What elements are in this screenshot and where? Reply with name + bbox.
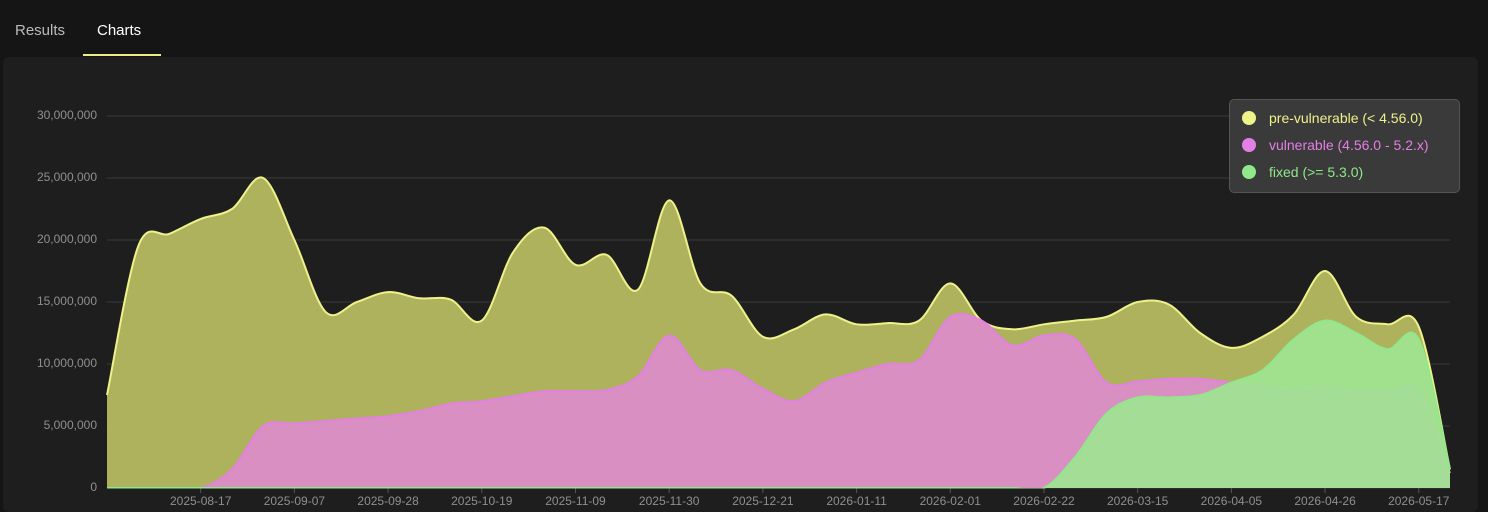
- x-tick-label: 2026-01-11: [826, 494, 887, 508]
- x-tick-label: 2025-11-30: [639, 494, 700, 508]
- tab[interactable]: Results: [15, 22, 66, 39]
- legend-label: fixed (>= 5.3.0): [1269, 164, 1364, 180]
- area-line: [107, 319, 1451, 489]
- legend-swatch: [1242, 165, 1256, 179]
- legend: pre-vulnerable (< 4.56.0) vulnerable (4.5…: [1229, 99, 1460, 193]
- x-tick-label: 2025-08-17: [170, 494, 232, 508]
- area-line: [106, 176, 1451, 470]
- x-tick-label: 2025-10-19: [451, 494, 513, 508]
- active-tab-indicator: [83, 54, 161, 56]
- x-tick-label: 2026-04-26: [1294, 494, 1356, 508]
- x-tick-label: 2026-05-17: [1388, 494, 1450, 508]
- y-tick-label: 15,000,000: [37, 294, 97, 308]
- legend-label: pre-vulnerable (< 4.56.0): [1269, 110, 1423, 126]
- x-tick-label: 2025-12-21: [732, 494, 794, 508]
- x-tick-label: 2025-09-07: [264, 494, 326, 508]
- x-tick-label: 2025-11-09: [545, 494, 606, 508]
- y-tick-label: 5,000,000: [44, 418, 98, 432]
- y-tick-label: 25,000,000: [37, 170, 97, 184]
- x-tick-label: 2026-02-01: [920, 494, 982, 508]
- x-tick-label: 2026-02-22: [1013, 494, 1075, 508]
- legend-swatch: [1242, 138, 1256, 152]
- x-tick-label: 2026-03-15: [1107, 494, 1169, 508]
- legend-label: vulnerable (4.56.0 - 5.2.x): [1269, 137, 1429, 153]
- x-tick-label: 2026-04-05: [1201, 494, 1263, 508]
- y-tick-label: 0: [90, 480, 97, 494]
- tab-bar: Results Charts: [0, 0, 1488, 56]
- y-tick-label: 20,000,000: [37, 232, 97, 246]
- x-tick-label: 2025-09-28: [357, 494, 419, 508]
- y-tick-label: 30,000,000: [37, 108, 97, 122]
- tab[interactable]: Charts: [97, 22, 142, 39]
- plot-area: [106, 176, 1451, 489]
- y-tick-label: 10,000,000: [37, 356, 97, 370]
- legend-swatch: [1242, 111, 1256, 125]
- area-fill: [107, 320, 1450, 489]
